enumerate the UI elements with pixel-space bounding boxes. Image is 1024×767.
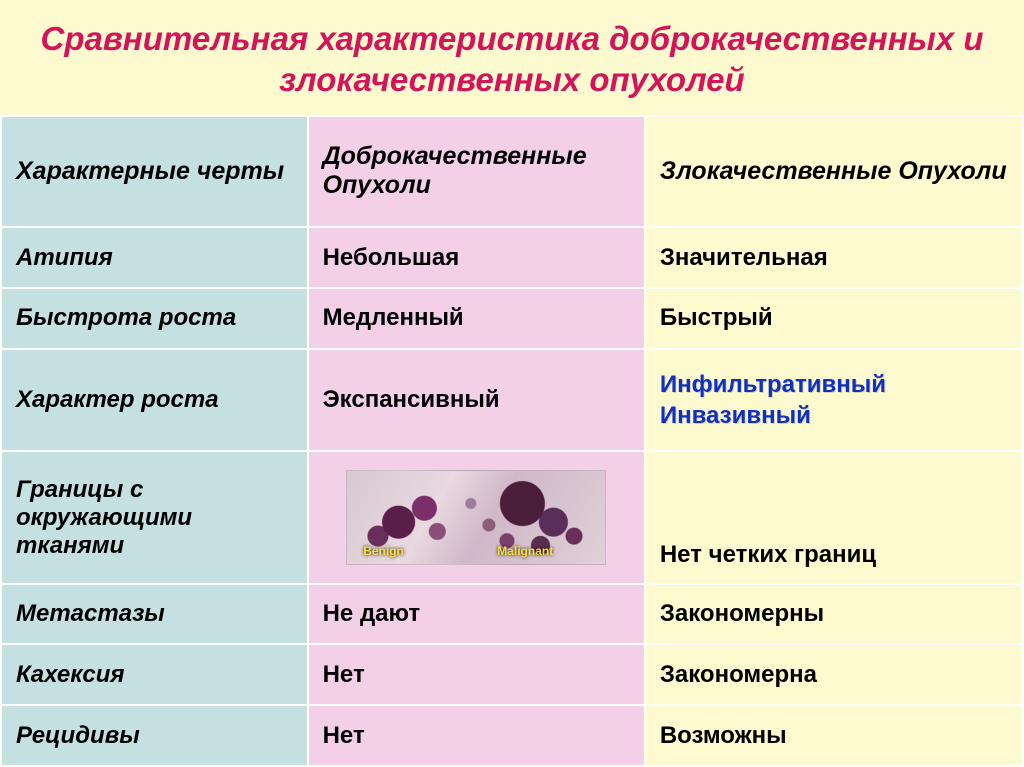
table-row: Рецидивы Нет Возможны: [1, 705, 1023, 766]
cell-malignant-highlight: ИнфильтративныйИнвазивный: [645, 349, 1023, 452]
cell-feature: Кахексия: [1, 644, 308, 705]
histology-label-malignant: Malignant: [497, 544, 553, 558]
cell-malignant: Возможны: [645, 705, 1023, 766]
cell-feature: Рецидивы: [1, 705, 308, 766]
cell-feature: Быстрота роста: [1, 288, 308, 349]
table-row: Метастазы Не дают Закономерны: [1, 584, 1023, 645]
cell-feature: Границы с окружающими тканями: [1, 451, 308, 583]
cell-benign: Экспансивный: [308, 349, 645, 452]
histology-label-benign: Benign: [363, 544, 404, 558]
cell-malignant: Закономерна: [645, 644, 1023, 705]
cell-benign: Небольшая: [308, 227, 645, 288]
table-row: Атипия Небольшая Значительная: [1, 227, 1023, 288]
table-row: Характер роста Экспансивный Инфильтратив…: [1, 349, 1023, 452]
title-block: Сравнительная характеристика доброкачест…: [0, 0, 1024, 115]
cell-benign-image: Benign Malignant: [308, 451, 645, 583]
table-header-row: Характерные черты Доброкачественные Опух…: [1, 116, 1023, 228]
table-row: Кахексия Нет Закономерна: [1, 644, 1023, 705]
highlight-text: ИнфильтративныйИнвазивный: [660, 371, 886, 429]
cell-benign: Медленный: [308, 288, 645, 349]
slide: Сравнительная характеристика доброкачест…: [0, 0, 1024, 767]
cell-feature: Характер роста: [1, 349, 308, 452]
cell-benign: Не дают: [308, 584, 645, 645]
cell-benign: Нет: [308, 705, 645, 766]
cell-malignant: Закономерны: [645, 584, 1023, 645]
header-malignant: Злокачественные Опухоли: [645, 116, 1023, 228]
cell-feature: Метастазы: [1, 584, 308, 645]
cell-malignant: Значительная: [645, 227, 1023, 288]
slide-title: Сравнительная характеристика доброкачест…: [40, 18, 984, 101]
cell-benign: Нет: [308, 644, 645, 705]
header-benign: Доброкачественные Опухоли: [308, 116, 645, 228]
comparison-table: Характерные черты Доброкачественные Опух…: [0, 115, 1024, 767]
table-row: Границы с окружающими тканями Benign Mal…: [1, 451, 1023, 583]
histology-image: Benign Malignant: [346, 470, 606, 565]
cell-malignant: Быстрый: [645, 288, 1023, 349]
table-row: Быстрота роста Медленный Быстрый: [1, 288, 1023, 349]
header-feature: Характерные черты: [1, 116, 308, 228]
cell-malignant: Нет четких границ: [645, 451, 1023, 583]
cell-feature: Атипия: [1, 227, 308, 288]
